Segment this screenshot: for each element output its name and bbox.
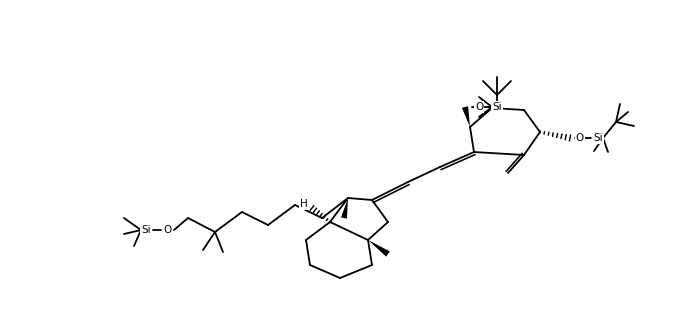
Text: Si: Si (492, 102, 502, 112)
Polygon shape (341, 198, 348, 218)
Polygon shape (462, 106, 470, 127)
Text: Si: Si (141, 225, 151, 235)
Polygon shape (368, 240, 390, 257)
Text: H: H (300, 199, 308, 209)
Text: O: O (164, 225, 172, 235)
Text: O: O (475, 102, 483, 112)
Text: Si: Si (593, 133, 603, 143)
Text: O: O (576, 133, 584, 143)
